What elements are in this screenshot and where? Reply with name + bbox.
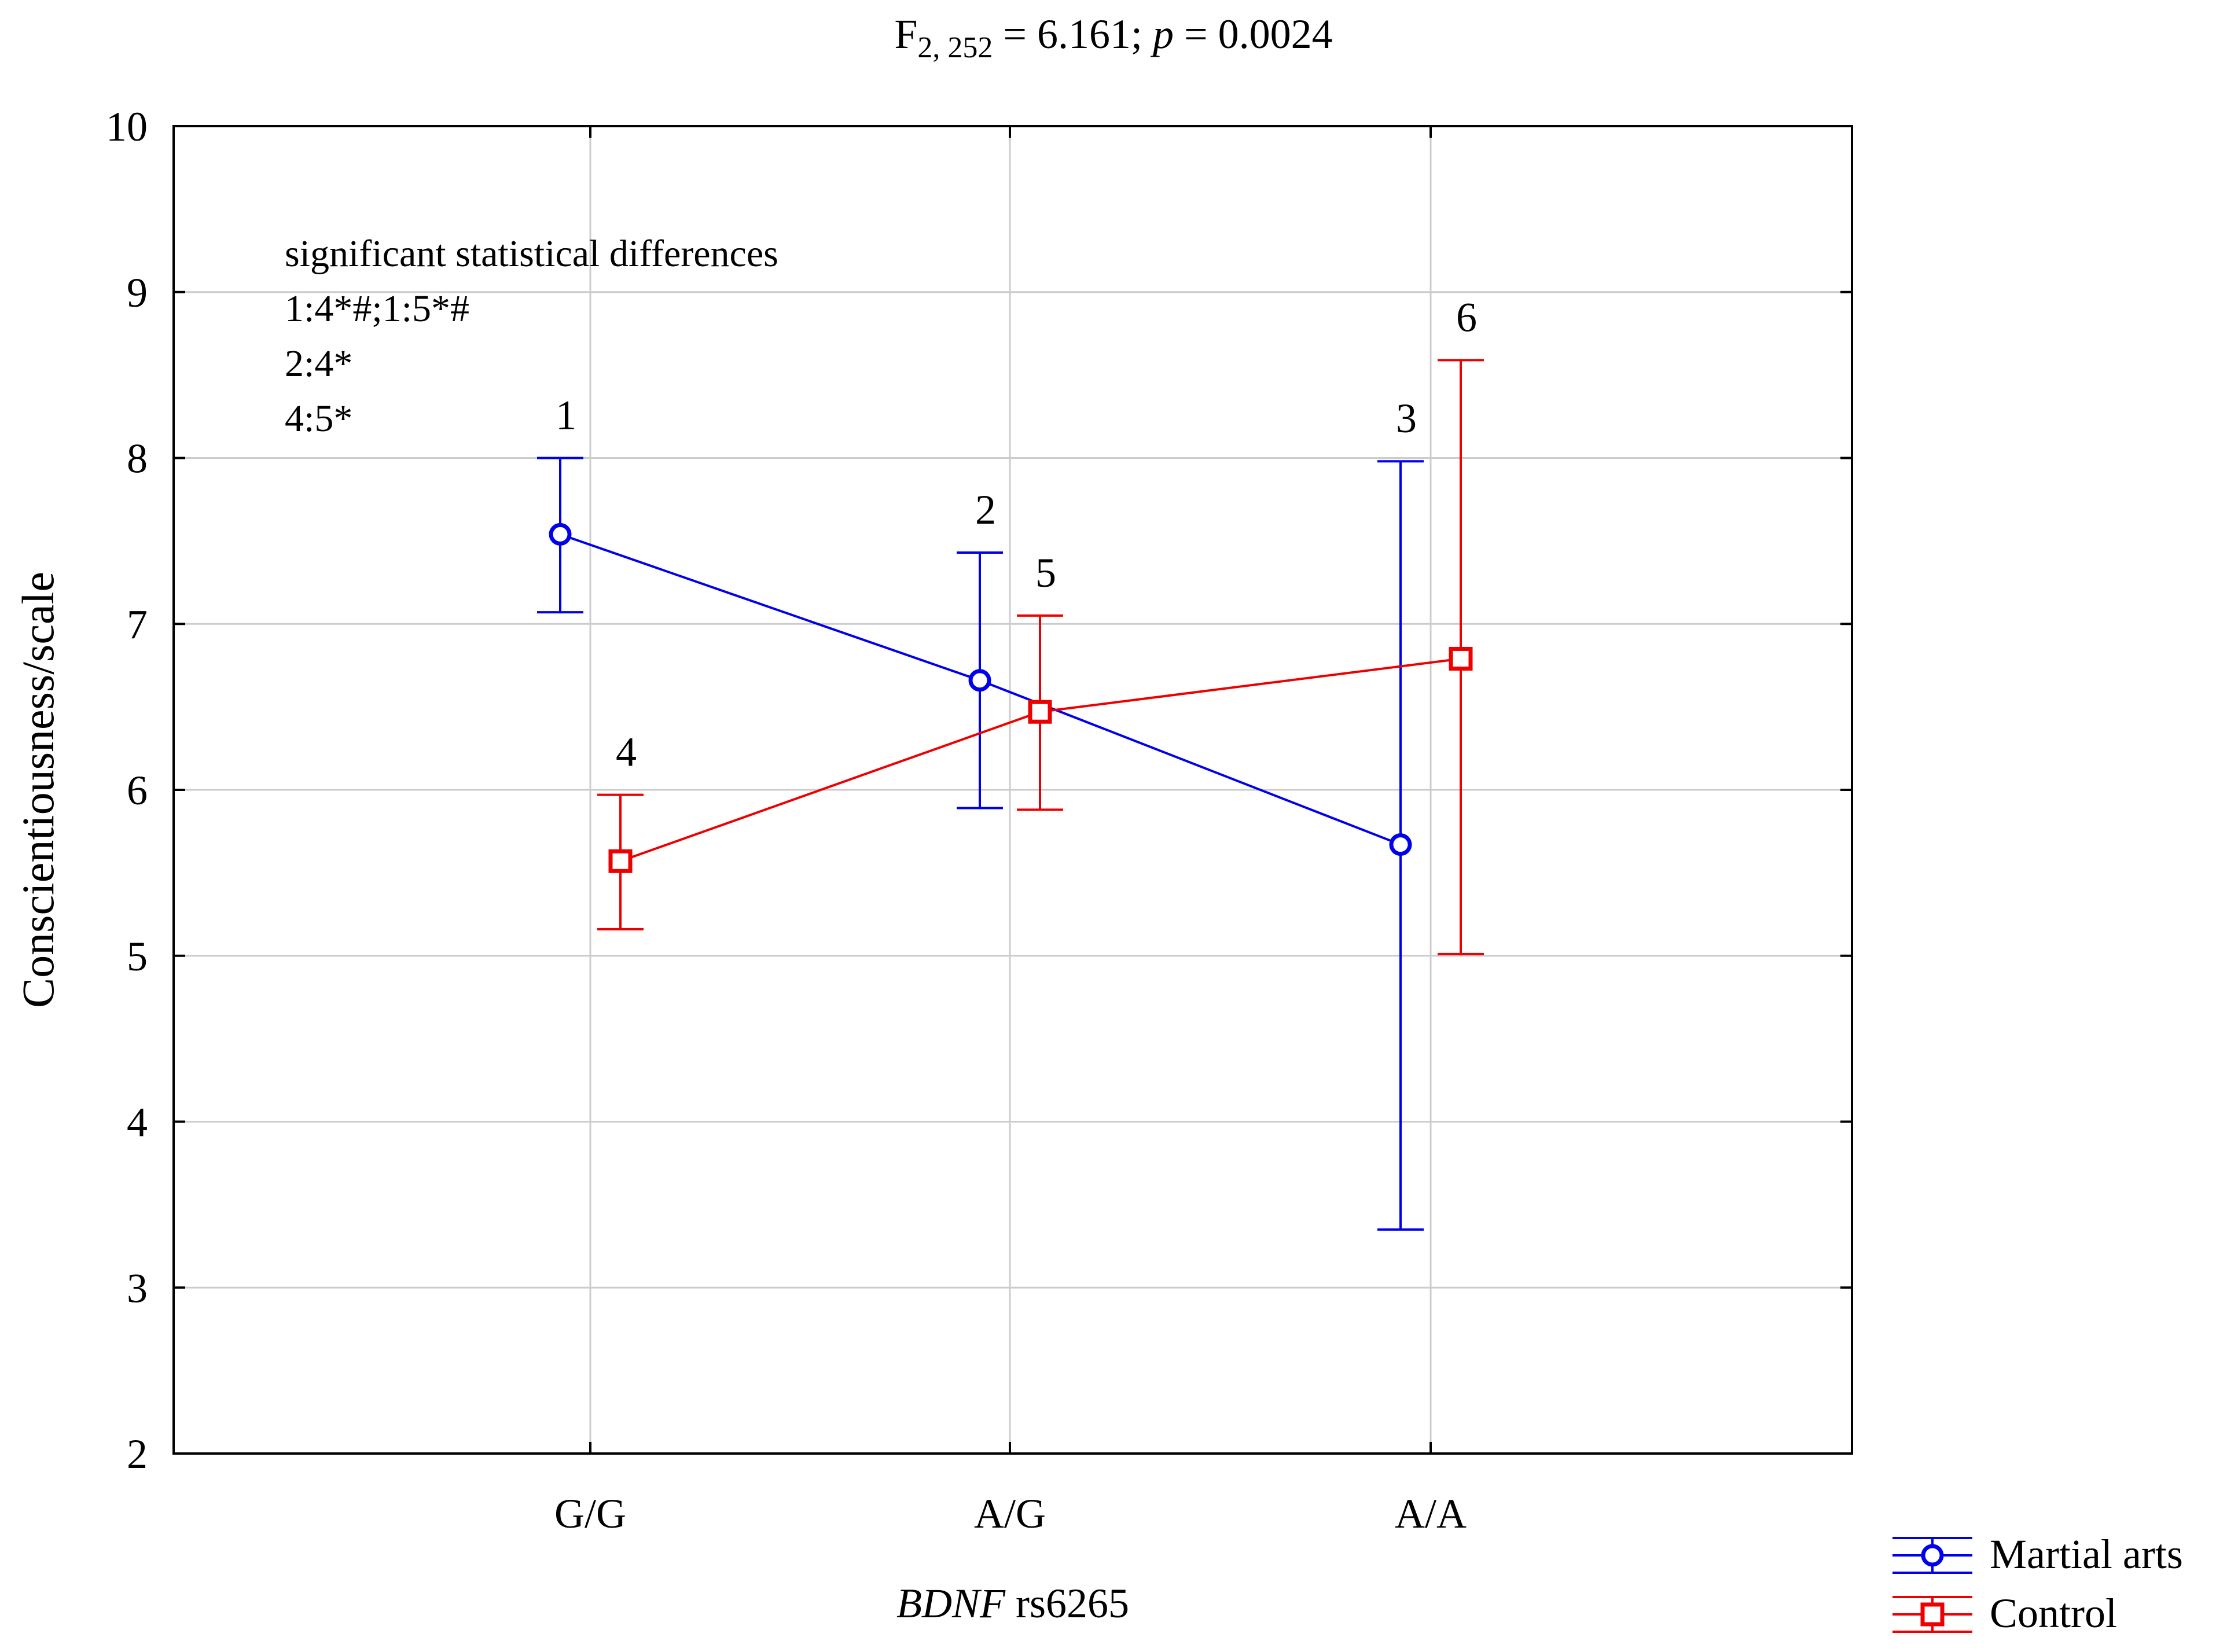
data-point xyxy=(1389,833,1412,856)
series-layer: 1 2 3 4 5 6 xyxy=(537,294,1484,1231)
legend-item-martial-arts: Martial arts xyxy=(1892,1531,2183,1577)
data-point xyxy=(549,523,572,546)
y-tick-label: 6 xyxy=(127,767,148,814)
legend-symbol-control xyxy=(1892,1596,1972,1633)
annotation-line-1: 1:4*#;1:5*# xyxy=(285,288,469,330)
y-tick-label: 10 xyxy=(106,104,148,150)
point-label: 6 xyxy=(1456,294,1477,340)
y-tick-label: 2 xyxy=(127,1431,148,1477)
legend-marker xyxy=(1921,1544,1944,1567)
series-control: 4 5 6 xyxy=(597,294,1484,955)
legend-label-martial-arts: Martial arts xyxy=(1990,1531,2183,1577)
x-axis-label: BDNF rs6265 xyxy=(896,1580,1129,1627)
data-point xyxy=(968,669,991,692)
x-axis-label-rest: rs6265 xyxy=(1005,1580,1129,1627)
title-f-rest: = 6.161; xyxy=(993,11,1153,57)
x-tick-label: A/G xyxy=(974,1491,1046,1537)
y-tick-label: 9 xyxy=(127,270,148,316)
y-tick-label: 8 xyxy=(127,436,148,482)
y-tick-label: 3 xyxy=(127,1265,148,1311)
series-martial-arts: 1 2 3 xyxy=(537,392,1424,1231)
point-label: 2 xyxy=(975,487,996,533)
legend: Martial arts Control xyxy=(1892,1531,2183,1636)
y-tick-label: 5 xyxy=(127,933,148,980)
annotation-title: significant statistical differences xyxy=(285,233,778,275)
x-tick-label: A/A xyxy=(1395,1491,1467,1537)
legend-marker xyxy=(1920,1602,1945,1627)
annotation-line-3: 4:5* xyxy=(285,398,352,440)
title-p-rest: = 0.0024 xyxy=(1174,11,1333,57)
grid xyxy=(174,126,1852,1454)
point-label: 3 xyxy=(1396,395,1417,441)
point-label: 5 xyxy=(1035,550,1056,596)
chart-title: F2, 252 = 6.161; p = 0.0024 xyxy=(894,11,1332,64)
legend-symbol-martial-arts xyxy=(1892,1537,1972,1574)
annotation-block: significant statistical differences 1:4*… xyxy=(285,233,778,440)
data-point xyxy=(1028,700,1052,724)
y-tick-label: 4 xyxy=(127,1099,148,1146)
x-axis-label-italic: BDNF xyxy=(896,1580,1006,1627)
legend-label-control: Control xyxy=(1990,1590,2117,1636)
title-f-symbol: F xyxy=(894,11,917,57)
point-label: 1 xyxy=(556,392,576,439)
point-label: 4 xyxy=(616,729,637,775)
y-axis-label: Conscientiousness/scale xyxy=(13,572,63,1008)
title-p-symbol: p xyxy=(1150,11,1174,57)
ticks: 2 3 4 5 6 7 8 9 10 G/G A/G A/A xyxy=(106,104,1852,1537)
title-f-df: 2, 252 xyxy=(917,31,993,64)
x-tick-label: G/G xyxy=(554,1491,626,1537)
y-tick-label: 7 xyxy=(127,601,148,647)
annotation-line-2: 2:4* xyxy=(285,343,352,385)
data-point xyxy=(1449,646,1473,671)
legend-item-control: Control xyxy=(1892,1590,2117,1636)
data-point xyxy=(608,849,633,873)
